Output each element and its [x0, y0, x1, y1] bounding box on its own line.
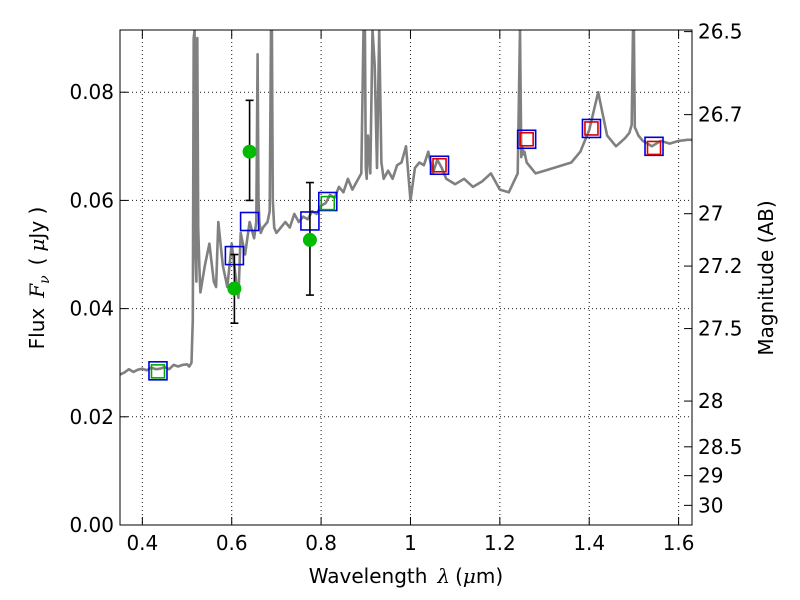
x-tick-label: 1: [404, 531, 417, 555]
model-photometry-square: [148, 361, 168, 381]
model-photometry-square: [644, 136, 664, 157]
model-photometry-square: [239, 211, 260, 232]
x-tick-label: 1.4: [573, 531, 605, 555]
observed-square: [432, 157, 447, 173]
x-tick-label: 0.8: [305, 531, 337, 555]
markers: [148, 99, 664, 381]
y2-axis-title: Magnitude (AB): [754, 200, 778, 355]
mag-tick-label: 27: [698, 202, 723, 226]
x-tick-label: 0.4: [126, 531, 158, 555]
y-tick-label: 0.06: [69, 188, 114, 212]
observed-point: [242, 144, 257, 159]
y-tick-label: 0.02: [69, 405, 114, 429]
observed-square: [646, 140, 662, 156]
plot-area: [120, 30, 692, 376]
observed-square: [150, 364, 166, 379]
mag-tick-label: 29: [698, 464, 723, 488]
observed-square: [320, 195, 336, 211]
mag-tick-label: 28.5: [698, 435, 743, 459]
x-tick-label: 1.2: [484, 531, 516, 555]
plot-frame: [119, 29, 693, 526]
y-tick-label: 0.08: [69, 80, 114, 104]
model-photometry-square: [581, 118, 602, 139]
observed-point: [302, 232, 317, 247]
mag-tick-label: 28: [698, 389, 723, 413]
y-tick-label: 0.04: [69, 297, 114, 321]
y-axis-title: FluxFν(μJy ): [25, 207, 53, 350]
x-axis-title: Wavelength λ (μm): [309, 564, 503, 588]
x-tick-label: 1.6: [663, 531, 695, 555]
mag-tick-label: 27.2: [698, 254, 743, 278]
mag-tick-label: 27.5: [698, 317, 743, 341]
mag-tick-label: 30: [698, 493, 723, 517]
y-tick-label: 0.00: [69, 513, 114, 537]
mag-tick-label: 26.7: [698, 103, 743, 127]
model-photometry-square: [317, 191, 338, 212]
x-tick-label: 0.6: [216, 531, 248, 555]
model-sed-line: [120, 30, 692, 376]
model-photometry-square: [429, 155, 450, 176]
observed-square: [519, 131, 534, 147]
observed-point: [227, 281, 242, 296]
model-photometry-square: [516, 129, 537, 150]
ticks: 0.4 0.6 0.8 1 1.2 1.4 1.6 0.00 0.02 0.04 0.06 0.08 2…: [69, 20, 742, 555]
mag-tick-label: 26.5: [698, 20, 743, 44]
observed-square: [584, 121, 599, 136]
